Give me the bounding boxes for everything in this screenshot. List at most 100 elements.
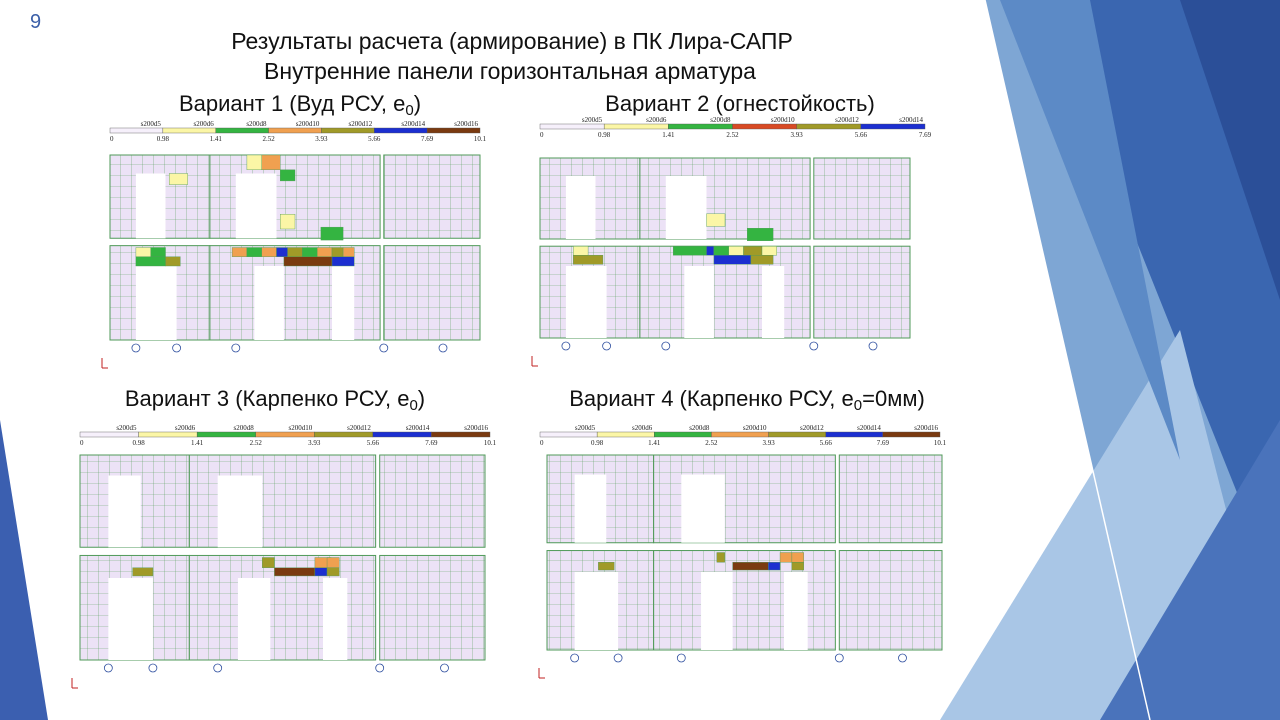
panel: Вариант 1 (Вуд РСУ, e0)s200d5 s200d6 s200d… — [101, 91, 487, 369]
legend-value: 1.41 — [662, 131, 675, 139]
legend-value: 10.1 — [474, 135, 487, 143]
axis-marker — [613, 653, 623, 663]
mesh-block — [383, 154, 481, 239]
legend-bar-label: s200d6 — [646, 116, 667, 124]
heading-tail: ) — [414, 91, 421, 116]
result-cell — [283, 256, 333, 267]
mesh-block — [379, 554, 486, 661]
legend-swatch — [654, 431, 712, 438]
title: Результаты расчета (армирование) в ПК Ли… — [231, 28, 793, 54]
legend-swatch — [825, 431, 884, 438]
legend-value: 7.69 — [425, 439, 438, 447]
legend-bar-label: s200d14 — [401, 120, 425, 128]
legend-swatch — [796, 123, 862, 130]
legend-value: 5.66 — [820, 439, 833, 447]
opening — [135, 266, 177, 340]
legend-value: 10.1 — [934, 439, 947, 447]
result-cell — [331, 256, 355, 267]
axis-icon — [101, 358, 108, 369]
axis-marker — [809, 341, 819, 351]
legend-swatch — [431, 431, 491, 438]
legend-value: 0 — [80, 439, 84, 447]
legend-bar-label: s200d12 — [349, 120, 373, 128]
legend-bar-label: s200d16 — [914, 424, 938, 432]
legend-bar-label: s200d5 — [582, 116, 603, 124]
opening — [108, 475, 141, 548]
mesh-block — [838, 550, 943, 651]
result-cell — [706, 245, 715, 256]
result-cell — [302, 247, 318, 257]
opening — [574, 474, 607, 543]
axis-icon — [531, 356, 538, 367]
legend-swatch — [138, 431, 198, 438]
legend-bar-label: s200d6 — [175, 424, 196, 432]
result-cell — [135, 256, 166, 267]
result-cell — [716, 552, 725, 563]
result-cell — [326, 557, 340, 568]
legend-swatch — [882, 431, 941, 438]
result-cell — [750, 254, 774, 265]
legend-bar-label: s200d12 — [835, 116, 859, 124]
result-cell — [246, 154, 262, 171]
legend-swatch — [668, 123, 733, 130]
axis-marker — [898, 653, 907, 663]
legend-bar-label: s200d8 — [246, 120, 267, 128]
axis-marker — [103, 663, 113, 673]
result-cell — [231, 247, 248, 257]
legend-swatch — [374, 127, 428, 134]
legend-value: 1.41 — [648, 439, 661, 447]
heading-subscript: 0 — [409, 397, 417, 414]
result-cell — [706, 213, 726, 227]
legend-value: 2.52 — [726, 131, 739, 139]
legend-swatch — [321, 127, 375, 134]
legend-swatch — [711, 431, 769, 438]
legend-swatch — [314, 431, 374, 438]
axis-icon — [71, 678, 78, 689]
result-cell — [791, 552, 804, 563]
legend-value: 7.69 — [421, 135, 434, 143]
legend-bar-label: s200d6 — [193, 120, 214, 128]
heading-subscript: 0 — [405, 102, 413, 119]
axis-marker — [379, 343, 389, 353]
opening — [254, 266, 284, 340]
result-cell — [728, 245, 744, 256]
legend-bar-label: s200d12 — [800, 424, 824, 432]
opening — [237, 578, 271, 660]
legend-value: 1.41 — [191, 439, 204, 447]
legend-value: 0 — [540, 439, 544, 447]
opening — [135, 173, 166, 239]
panel-heading: Вариант 2 (огнестойкость) — [605, 91, 875, 116]
result-cell — [713, 245, 729, 256]
opening — [332, 266, 355, 340]
legend-value: 10.1 — [484, 439, 497, 447]
legend-swatch — [768, 431, 826, 438]
legend-value: 0 — [540, 131, 544, 139]
legend-value: 1.41 — [210, 135, 223, 143]
opening — [762, 266, 785, 338]
legend-bar-label: s200d14 — [857, 424, 881, 432]
axis-marker — [440, 663, 449, 673]
legend-value: 7.69 — [877, 439, 890, 447]
axis-marker — [676, 653, 686, 663]
result-cell — [317, 247, 333, 257]
mesh-block — [813, 245, 911, 339]
axis-marker — [570, 653, 580, 663]
axis-marker — [602, 341, 611, 351]
panel-heading: Вариант 1 (Вуд РСУ, e0) — [179, 91, 421, 119]
heading-text: Вариант 2 (огнестойкость) — [605, 91, 875, 116]
legend-swatch — [860, 123, 926, 130]
legend-bar-label: s200d16 — [464, 424, 488, 432]
legend-swatch — [79, 431, 139, 438]
result-cell — [150, 247, 166, 257]
result-cell — [287, 247, 303, 257]
mesh-block — [379, 454, 486, 548]
legend-swatch — [255, 431, 315, 438]
opening — [784, 572, 808, 650]
axis-marker — [438, 343, 448, 353]
axis-marker — [172, 343, 182, 353]
result-cell — [326, 567, 340, 577]
panel: Вариант 2 (огнестойкость)s200d5 s200d6 s20… — [531, 91, 932, 367]
heading-text: Вариант 1 (Вуд РСУ, e — [179, 91, 405, 116]
result-cell — [743, 245, 763, 256]
